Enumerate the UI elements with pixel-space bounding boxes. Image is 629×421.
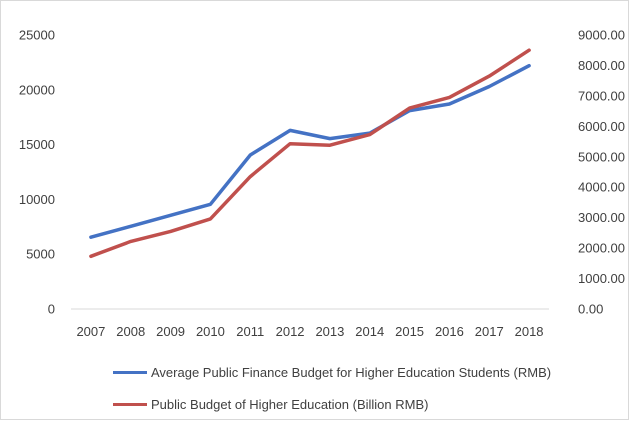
y-right-tick-label: 1000.00 xyxy=(578,271,625,286)
x-tick-label: 2015 xyxy=(395,324,424,339)
legend-label: Average Public Finance Budget for Higher… xyxy=(151,365,551,380)
y-right-tick-label: 7000.00 xyxy=(578,88,625,103)
x-tick-label: 2016 xyxy=(435,324,464,339)
x-tick-label: 2011 xyxy=(236,324,264,339)
y-right-tick-label: 8000.00 xyxy=(578,58,625,73)
y-left-tick-label: 20000 xyxy=(19,82,55,97)
x-tick-label: 2018 xyxy=(515,324,544,339)
x-tick-label: 2013 xyxy=(315,324,344,339)
legend: Average Public Finance Budget for Higher… xyxy=(113,356,613,420)
legend-swatch-blue xyxy=(113,371,147,374)
y-right-tick-label: 9000.00 xyxy=(578,28,625,43)
x-tick-label: 2017 xyxy=(475,324,504,339)
legend-item-average-budget: Average Public Finance Budget for Higher… xyxy=(113,356,613,388)
y-left-tick-label: 25000 xyxy=(19,28,55,43)
y-left-tick-label: 5000 xyxy=(26,247,55,262)
legend-swatch-red xyxy=(113,403,147,406)
series-line-public-budget xyxy=(91,50,529,256)
x-tick-label: 2009 xyxy=(156,324,185,339)
y-right-tick-label: 5000.00 xyxy=(578,149,625,164)
y-right-tick-label: 2000.00 xyxy=(578,241,625,256)
y-right-tick-label: 6000.00 xyxy=(578,119,625,134)
x-tick-label: 2007 xyxy=(76,324,105,339)
legend-label: Public Budget of Higher Education (Billi… xyxy=(151,397,428,412)
x-tick-label: 2012 xyxy=(276,324,305,339)
y-left-tick-label: 15000 xyxy=(19,137,55,152)
legend-item-public-budget: Public Budget of Higher Education (Billi… xyxy=(113,388,613,420)
y-left-tick-label: 0 xyxy=(48,302,55,317)
y-right-tick-label: 3000.00 xyxy=(578,210,625,225)
y-left-tick-label: 10000 xyxy=(19,192,55,207)
x-tick-label: 2014 xyxy=(355,324,384,339)
x-tick-label: 2008 xyxy=(116,324,145,339)
x-tick-label: 2010 xyxy=(196,324,225,339)
y-right-tick-label: 4000.00 xyxy=(578,180,625,195)
y-right-tick-label: 0.00 xyxy=(578,302,603,317)
